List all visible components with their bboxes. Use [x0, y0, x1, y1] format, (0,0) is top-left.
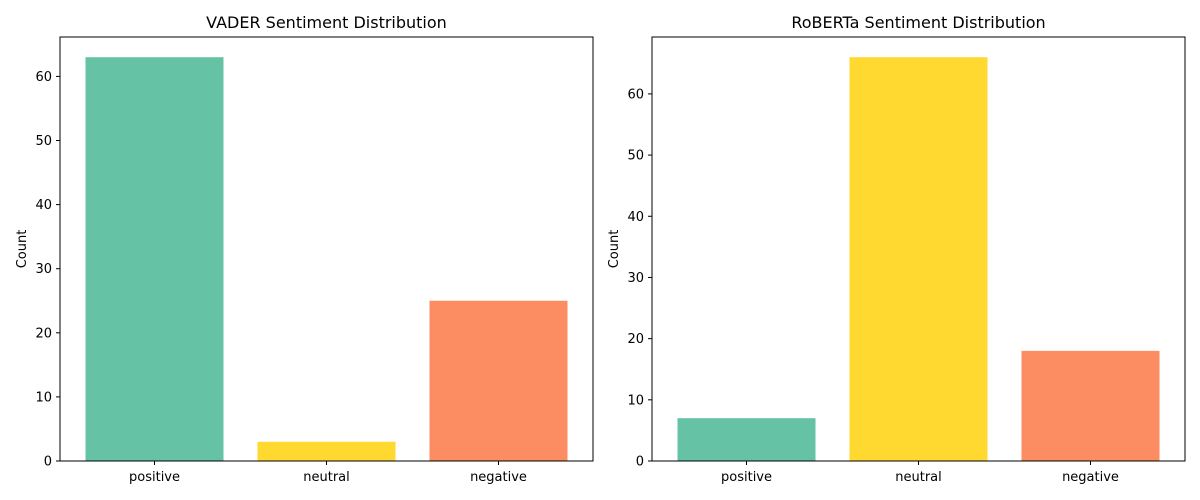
y-tick-label: 20 [35, 326, 52, 341]
x-tick-label-negative: negative [1062, 470, 1119, 485]
y-tick-label: 0 [636, 455, 644, 470]
bar-positive [677, 418, 816, 461]
y-tick-label: 50 [627, 149, 644, 164]
plot-frame [59, 36, 594, 462]
bar-neutral [257, 441, 396, 461]
y-tick-label: 60 [35, 70, 52, 85]
y-tick-label: 10 [627, 393, 644, 408]
y-tick-label: 0 [44, 455, 52, 470]
x-tick-label-positive: positive [129, 470, 180, 485]
y-tick-label: 20 [627, 332, 644, 347]
plot-frame [651, 36, 1186, 462]
y-tick-label: 60 [627, 87, 644, 102]
chart-title: VADER Sentiment Distribution [206, 13, 447, 32]
bar-negative [1021, 350, 1160, 461]
chart-title: RoBERTa Sentiment Distribution [791, 13, 1045, 32]
y-tick-label: 30 [627, 271, 644, 286]
x-tick-label-neutral: neutral [303, 470, 350, 485]
bar-negative [429, 300, 568, 461]
vader-chart: positive neutral negative 0 10 20 30 40 50 60 VADE… [15, 13, 594, 485]
x-tick-label-positive: positive [721, 470, 772, 485]
x-tick-label-negative: negative [470, 470, 527, 485]
y-axis-label: Count [607, 230, 622, 269]
y-tick-label: 40 [35, 198, 52, 213]
y-tick-label: 10 [35, 390, 52, 405]
bar-positive [85, 57, 224, 461]
y-tick-label: 40 [627, 210, 644, 225]
bar-neutral [849, 57, 988, 461]
roberta-chart: positive neutral negative 0 10 20 30 40 50 60 RoBE… [607, 13, 1186, 485]
y-tick-label: 50 [35, 134, 52, 149]
y-axis-label: Count [15, 230, 30, 269]
x-tick-label-neutral: neutral [895, 470, 942, 485]
y-tick-label: 30 [35, 262, 52, 277]
